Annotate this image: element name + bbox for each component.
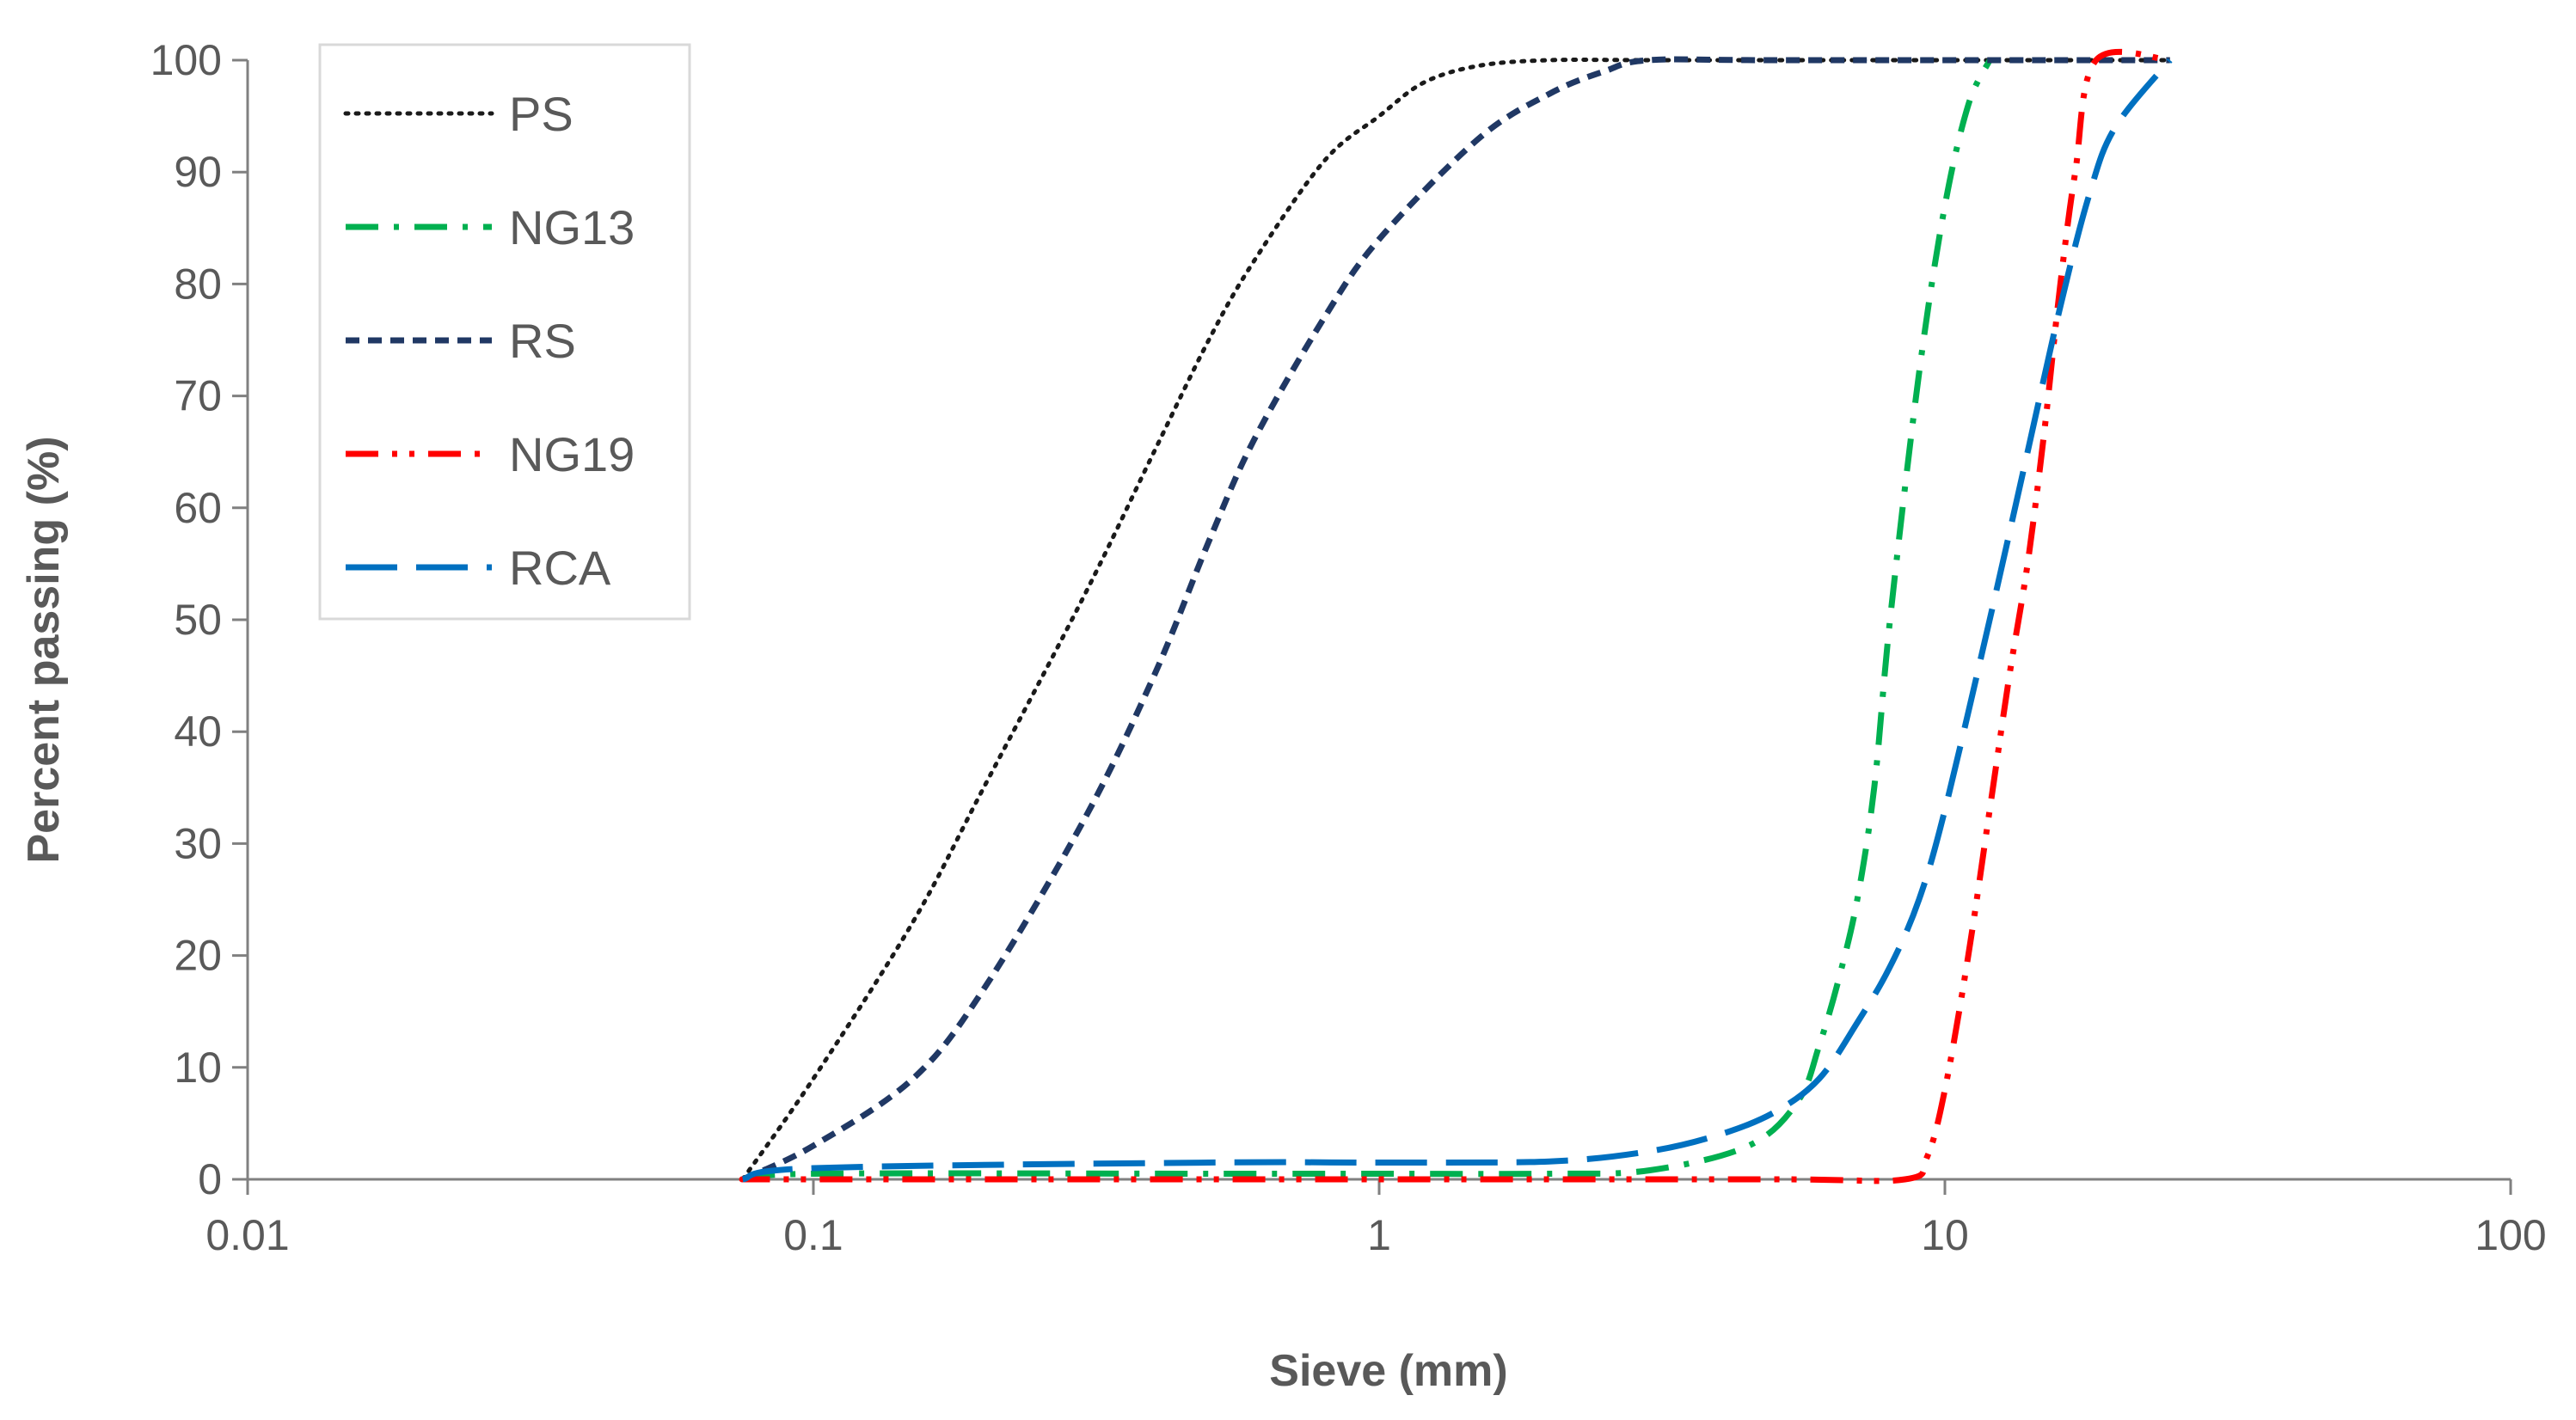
y-tick-label: 80 xyxy=(174,260,222,308)
y-tick-label: 50 xyxy=(174,596,222,644)
y-tick-label: 40 xyxy=(174,707,222,756)
series-line-ps xyxy=(740,58,2173,1182)
y-tick-label: 20 xyxy=(174,932,222,980)
x-axis-ticks: 0.01 0.1 1 10 100 xyxy=(205,1179,2547,1259)
x-tick-label: 0.01 xyxy=(205,1211,289,1259)
y-tick-label: 100 xyxy=(150,36,222,84)
x-tick-label: 1 xyxy=(1367,1211,1391,1259)
legend-label-rs: RS xyxy=(509,314,576,368)
x-tick-label: 0.1 xyxy=(783,1211,843,1259)
series-line-ng13 xyxy=(742,58,1993,1183)
legend: PS NG13 RS NG19 RCA xyxy=(318,43,691,621)
x-tick-label: 100 xyxy=(2475,1211,2546,1259)
y-tick-label: 90 xyxy=(174,148,222,196)
legend-label-ps: PS xyxy=(509,87,573,141)
y-tick-label: 30 xyxy=(174,819,222,867)
y-axis-title: Percent passing (%) xyxy=(19,436,69,863)
y-tick-label: 0 xyxy=(198,1155,222,1203)
y-axis-ticks: 0 10 20 30 40 50 60 70 80 90 100 xyxy=(150,36,248,1203)
y-tick-label: 10 xyxy=(174,1044,222,1092)
x-tick-label: 10 xyxy=(1921,1211,1969,1259)
series-line-rca xyxy=(742,58,2173,1183)
series-line-rs xyxy=(741,56,2170,1183)
legend-label-ng19: NG19 xyxy=(509,427,635,481)
legend-box xyxy=(318,43,691,621)
legend-label-rca: RCA xyxy=(509,541,611,595)
y-tick-label: 60 xyxy=(174,484,222,532)
series-lines xyxy=(739,48,2173,1184)
series-line-ng19 xyxy=(739,48,2171,1184)
legend-label-ng13: NG13 xyxy=(509,200,635,254)
y-tick-label: 70 xyxy=(174,372,222,420)
x-axis-title: Sieve (mm) xyxy=(1269,1346,1507,1396)
